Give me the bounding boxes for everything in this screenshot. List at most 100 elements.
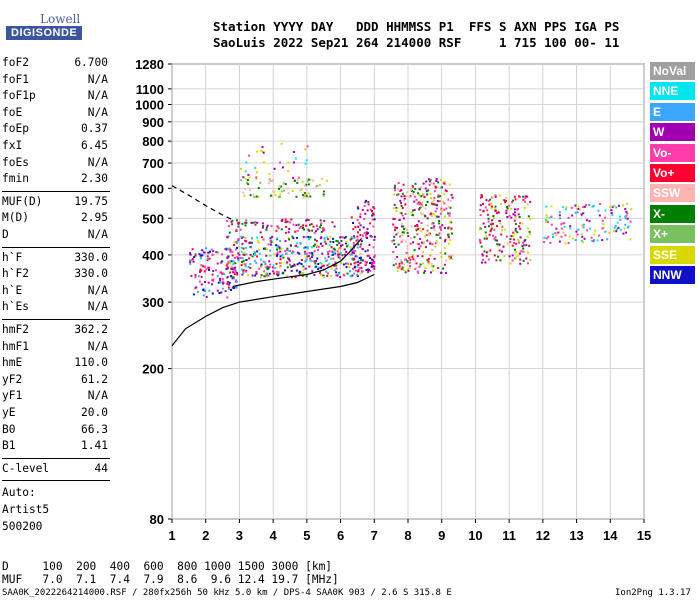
echo-point <box>393 186 396 189</box>
echo-point <box>276 225 279 228</box>
echo-point <box>403 263 406 266</box>
echo-point <box>545 214 548 217</box>
echo-point <box>318 226 321 229</box>
echo-point <box>625 214 628 217</box>
echo-point <box>608 206 611 209</box>
echo-point <box>287 249 290 252</box>
legend-item-e: E <box>650 102 695 121</box>
echo-point <box>261 226 264 229</box>
echo-point <box>198 280 201 283</box>
echo-point <box>544 218 547 221</box>
echo-point <box>436 200 439 203</box>
echo-point <box>439 251 442 254</box>
echo-point <box>250 246 253 249</box>
echo-point <box>355 255 358 258</box>
echo-point <box>285 252 288 255</box>
echo-point <box>487 199 490 202</box>
echo-point <box>322 274 325 277</box>
echo-point <box>393 203 396 206</box>
echo-point <box>618 204 620 207</box>
echo-point <box>327 255 330 258</box>
echo-point <box>340 244 342 247</box>
echo-point <box>373 262 375 265</box>
echo-point <box>242 247 245 250</box>
param-value: N/A <box>87 155 108 169</box>
param-value: N/A <box>87 72 108 86</box>
echo-point <box>396 226 398 229</box>
echo-point <box>439 236 442 239</box>
echo-point <box>545 221 548 223</box>
echo-point <box>362 234 364 237</box>
echo-point <box>482 209 485 212</box>
echo-point <box>270 241 273 244</box>
echo-point <box>357 225 360 228</box>
echo-point <box>417 220 420 223</box>
echo-point <box>601 239 604 241</box>
echo-point <box>415 266 418 269</box>
echo-point <box>337 272 340 275</box>
echo-point <box>413 236 416 239</box>
echo-point <box>360 258 363 261</box>
param-value: 0.37 <box>81 122 108 136</box>
echo-point <box>406 228 409 231</box>
echo-point <box>296 178 299 181</box>
echo-point <box>449 239 452 242</box>
echo-point <box>319 262 322 265</box>
echo-point <box>245 219 248 222</box>
echo-point <box>331 250 334 253</box>
param-row: h`Es N/A <box>2 300 108 316</box>
echo-point <box>570 206 573 209</box>
echo-point <box>291 250 294 253</box>
param-name: D <box>2 228 9 241</box>
echo-point <box>360 237 363 240</box>
param-row: B1 1.41 <box>2 439 108 455</box>
echo-point <box>499 202 502 205</box>
echo-point <box>598 214 601 217</box>
echo-point <box>288 263 291 266</box>
echo-point <box>408 261 411 264</box>
echo-point <box>401 225 403 228</box>
echo-point <box>427 257 430 260</box>
echo-point <box>347 263 350 265</box>
echo-point <box>253 259 256 262</box>
echo-point <box>511 259 514 262</box>
echo-point <box>426 224 429 227</box>
echo-point <box>271 235 274 238</box>
echo-point <box>237 237 240 240</box>
echo-point <box>240 235 243 238</box>
echo-point <box>257 241 260 244</box>
echo-point <box>366 254 369 257</box>
echo-point <box>279 258 282 261</box>
echo-point <box>409 188 412 191</box>
echo-point <box>440 186 443 189</box>
echo-point <box>230 220 233 223</box>
echo-point <box>324 241 326 244</box>
echo-point <box>193 255 196 258</box>
echo-point <box>368 254 371 257</box>
echo-point <box>268 179 271 182</box>
echo-point <box>240 264 243 267</box>
echo-point <box>511 199 514 202</box>
echo-point <box>512 231 515 234</box>
echo-point <box>239 228 242 231</box>
echo-point <box>419 263 422 266</box>
echo-point <box>328 244 331 247</box>
echo-point <box>220 291 223 294</box>
echo-point <box>494 207 497 210</box>
echo-point <box>351 251 354 254</box>
echo-point <box>422 242 425 245</box>
echo-point <box>494 194 497 197</box>
echo-point <box>239 257 242 259</box>
echo-point <box>526 195 529 198</box>
legend-item-x: X+ <box>650 225 695 244</box>
echo-point <box>319 184 321 186</box>
echo-point <box>228 231 231 234</box>
echo-point <box>547 235 550 238</box>
echo-point <box>269 194 272 197</box>
echo-point <box>201 249 204 252</box>
echo-point <box>319 271 322 274</box>
echo-point <box>415 228 418 231</box>
echo-point <box>485 235 488 238</box>
echo-point <box>443 247 446 250</box>
echo-point <box>266 266 269 269</box>
